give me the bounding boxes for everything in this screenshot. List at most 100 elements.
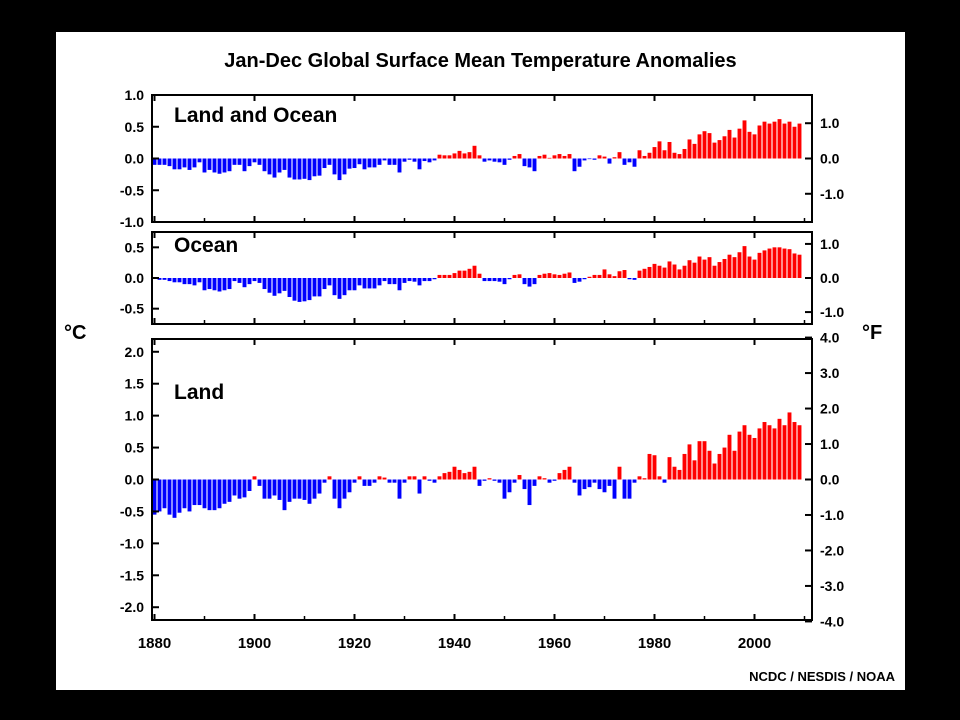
bar-ocean-2009: [797, 254, 802, 278]
bar-land-ocean-1993: [717, 140, 722, 159]
x-tick-label: 1980: [638, 635, 671, 652]
x-tick-label: 1880: [138, 635, 171, 652]
bar-land-1976: [632, 479, 637, 483]
bar-land-ocean-2001: [757, 125, 762, 159]
bar-land-ocean-1917: [337, 158, 342, 181]
bar-land-ocean-1977: [637, 150, 642, 159]
bar-land-1967: [587, 479, 592, 488]
x-tick-label: 1920: [338, 635, 371, 652]
bar-land-2004: [772, 428, 777, 480]
bar-land-1883: [167, 479, 172, 515]
bar-ocean-1963: [567, 272, 572, 278]
bar-land-ocean-1910: [302, 158, 307, 179]
bar-ocean-1951: [507, 278, 512, 280]
bar-ocean-1977: [637, 270, 642, 278]
bar-land-1895: [227, 479, 232, 502]
bar-land-ocean-1981: [657, 141, 662, 159]
bar-land-2008: [792, 422, 797, 480]
x-tick-label: 1940: [438, 635, 471, 652]
bar-land-1915: [327, 476, 332, 480]
bar-ocean-1927: [387, 278, 392, 285]
bar-ocean-1900: [252, 278, 257, 282]
bar-land-ocean-1923: [367, 158, 372, 168]
y-tick-label: 1.5: [125, 376, 145, 392]
bar-land-1935: [427, 479, 432, 481]
bar-land-ocean-1973: [617, 152, 622, 159]
y-tick-label: 0.5: [125, 239, 145, 255]
bar-land-1958: [542, 478, 547, 480]
bar-land-1939: [447, 471, 452, 480]
bar-ocean-1978: [642, 268, 647, 278]
bar-ocean-1961: [557, 274, 562, 278]
bar-land-1945: [477, 479, 482, 486]
bar-land-ocean-1934: [422, 158, 427, 162]
bar-ocean-1995: [727, 254, 732, 278]
bar-ocean-1898: [242, 278, 247, 288]
bar-land-1909: [297, 479, 302, 499]
bar-land-ocean-1975: [627, 158, 632, 163]
bar-land-1960: [552, 479, 557, 481]
y-tick-label: -1.0: [120, 214, 144, 230]
bar-land-1910: [302, 479, 307, 500]
y2-tick-label: 0.0: [820, 472, 840, 488]
bar-land-ocean-1967: [587, 158, 592, 160]
bar-land-1951: [507, 479, 512, 493]
bar-ocean-1908: [292, 278, 297, 301]
bar-ocean-1999: [747, 256, 752, 278]
bar-land-1897: [237, 479, 242, 499]
bar-land-1965: [577, 479, 582, 496]
bar-land-ocean-1888: [192, 158, 197, 168]
bar-land-1888: [192, 479, 197, 506]
x-tick-label: 1960: [538, 635, 571, 652]
bar-land-1906: [282, 479, 287, 511]
bar-land-ocean-1931: [407, 158, 412, 160]
bar-land-ocean-2005: [777, 119, 782, 159]
bar-land-1954: [522, 479, 527, 490]
bar-land-ocean-1982: [662, 150, 667, 159]
bar-land-ocean-1949: [497, 158, 502, 163]
bar-land-ocean-1889: [197, 158, 202, 163]
bar-land-1884: [172, 479, 177, 518]
bar-ocean-1919: [347, 278, 352, 291]
bar-land-1891: [207, 479, 212, 511]
bar-ocean-1909: [297, 278, 302, 302]
y2-tick-label: 0.0: [820, 151, 840, 167]
bar-land-1968: [592, 479, 597, 483]
bar-land-1917: [337, 479, 342, 509]
bar-land-ocean-1886: [182, 158, 187, 168]
bar-ocean-1884: [172, 278, 177, 283]
bar-ocean-1991: [707, 257, 712, 278]
bar-ocean-1920: [352, 278, 357, 291]
bar-land-ocean-1921: [357, 158, 362, 165]
bar-ocean-1902: [262, 278, 267, 290]
bar-land-ocean-1924: [372, 158, 377, 168]
bar-ocean-1893: [217, 278, 222, 292]
bar-ocean-1968: [592, 274, 597, 278]
bar-land-1898: [242, 479, 247, 498]
bar-ocean-1992: [712, 265, 717, 278]
bar-land-ocean-1911: [307, 158, 312, 181]
bar-land-ocean-1898: [242, 158, 247, 172]
bar-land-ocean-1955: [527, 158, 532, 168]
bar-land-1938: [442, 473, 447, 480]
bar-ocean-1915: [327, 278, 332, 286]
bar-ocean-1956: [532, 278, 537, 285]
bar-land-ocean-1976: [632, 158, 637, 167]
bar-land-ocean-2009: [797, 123, 802, 159]
bar-ocean-1949: [497, 278, 502, 282]
bar-land-1932: [412, 476, 417, 480]
bar-ocean-1996: [732, 257, 737, 278]
bar-land-1962: [562, 469, 567, 480]
bar-ocean-1891: [207, 278, 212, 290]
bar-land-ocean-1896: [232, 158, 237, 165]
y2-tick-label: 3.0: [820, 365, 840, 381]
bar-ocean-1947: [487, 278, 492, 282]
bar-ocean-2002: [762, 250, 767, 278]
y2-tick-label: 1.0: [820, 436, 840, 452]
bar-land-2001: [757, 428, 762, 480]
bar-land-1923: [367, 479, 372, 486]
bar-ocean-1923: [367, 278, 372, 289]
bar-land-ocean-1978: [642, 155, 647, 159]
bar-ocean-1982: [662, 267, 667, 278]
bar-land-ocean-1882: [162, 158, 167, 165]
